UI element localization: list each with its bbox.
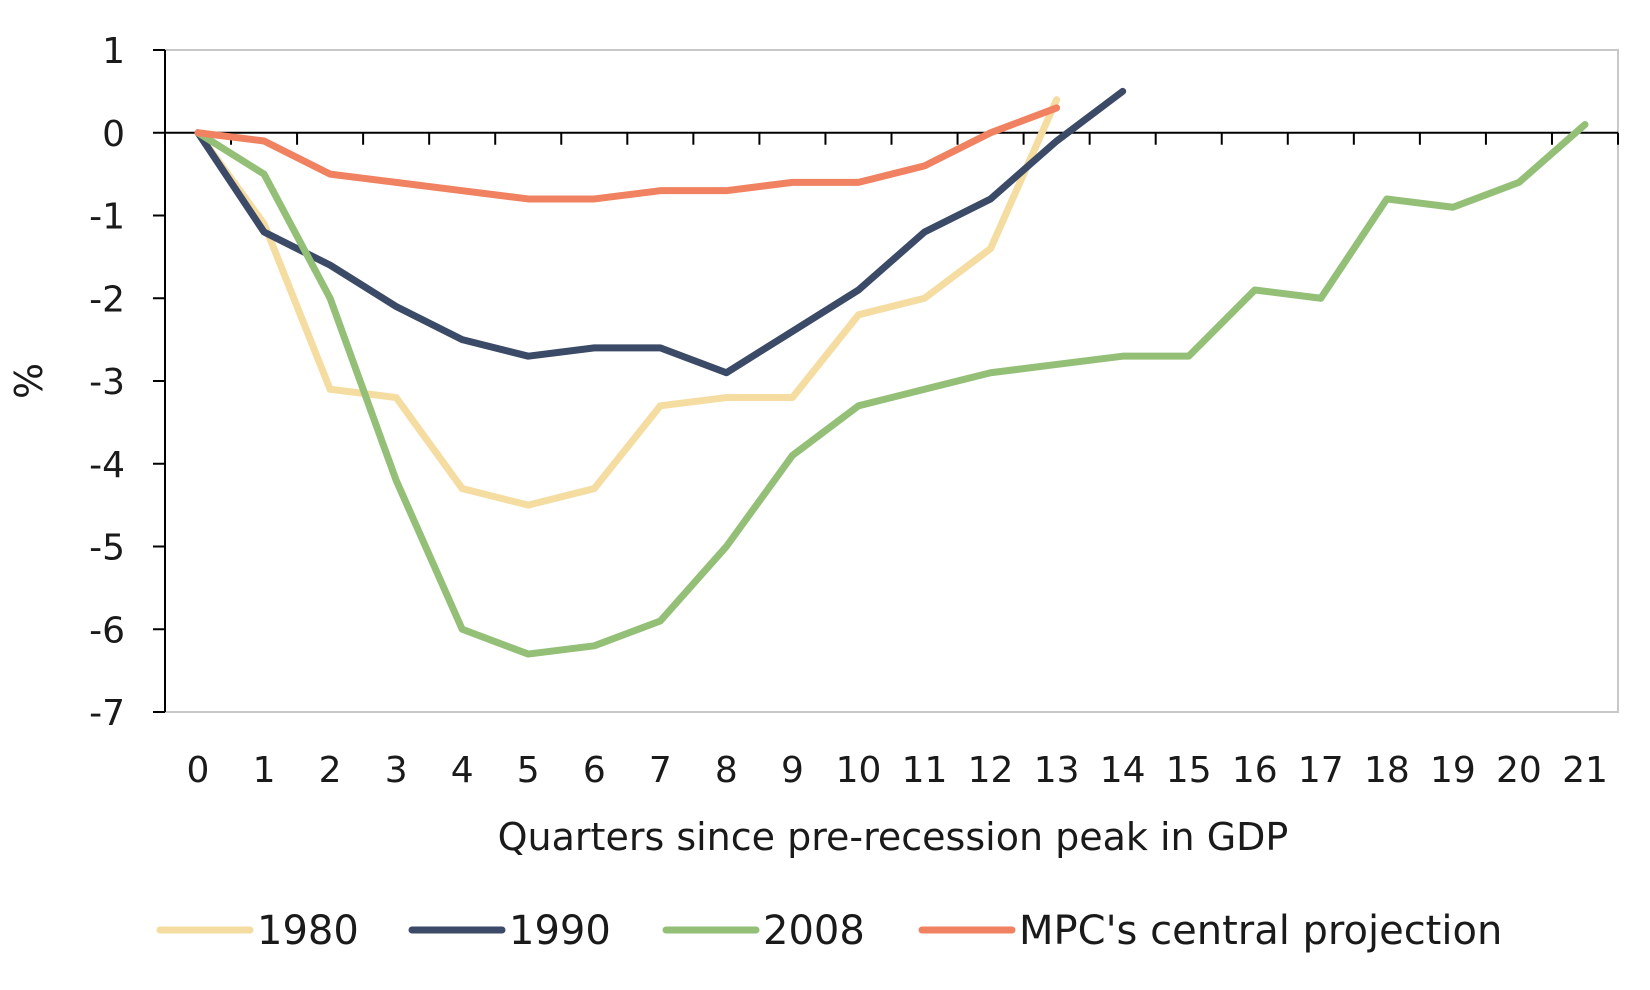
legend-label: MPC's central projection xyxy=(1019,908,1502,954)
x-tick-label: 16 xyxy=(1232,750,1278,791)
x-tick-label: 20 xyxy=(1496,750,1542,791)
y-tick-label: -2 xyxy=(89,279,125,320)
legend: 1980 1990 2008 MPC's central projection xyxy=(156,908,1502,954)
x-tick-label: 9 xyxy=(781,750,804,791)
series-line xyxy=(194,96,1061,509)
y-axis: 1 0 -1 -2 -3 -4 -5 -6 -7 xyxy=(89,31,166,734)
x-tick-label: 5 xyxy=(517,750,540,791)
y-tick-label: -7 xyxy=(89,693,125,734)
x-tick-label: 17 xyxy=(1298,750,1344,791)
legend-label: 1990 xyxy=(509,908,611,954)
legend-label: 2008 xyxy=(763,908,865,954)
y-tick-label: 0 xyxy=(102,114,125,155)
x-tick-label: 19 xyxy=(1430,750,1476,791)
x-axis: 0 1 2 3 4 5 6 7 8 9 10 11 12 13 14 15 16 17 18 19 20 21 xyxy=(163,131,1620,791)
y-tick-label: -1 xyxy=(89,197,125,238)
x-tick-label: 15 xyxy=(1166,750,1212,791)
x-tick-label: 3 xyxy=(385,750,408,791)
x-axis-title: Quarters since pre-recession peak in GDP xyxy=(498,815,1289,859)
x-tick-label: 11 xyxy=(902,750,948,791)
x-tick-label: 4 xyxy=(451,750,474,791)
y-tick-label: -4 xyxy=(89,445,125,486)
series-line xyxy=(194,120,1589,658)
x-tick-label: 7 xyxy=(649,750,672,791)
x-tick-label: 18 xyxy=(1364,750,1410,791)
x-tick-label: 0 xyxy=(187,750,210,791)
x-tick-label: 21 xyxy=(1562,750,1608,791)
legend-label: 1980 xyxy=(257,908,359,954)
x-tick-label: 1 xyxy=(253,750,276,791)
x-tick-label: 14 xyxy=(1100,750,1146,791)
series-line xyxy=(194,104,1061,203)
x-tick-label: 8 xyxy=(715,750,738,791)
y-tick-label: 1 xyxy=(102,31,125,72)
x-tick-label: 12 xyxy=(968,750,1014,791)
series-layer xyxy=(194,87,1589,658)
x-tick-label: 6 xyxy=(583,750,606,791)
series-line xyxy=(194,87,1127,377)
x-tick-label: 2 xyxy=(319,750,342,791)
x-tick-label: 10 xyxy=(836,750,882,791)
y-tick-label: -6 xyxy=(89,610,125,651)
y-tick-label: -5 xyxy=(89,528,125,569)
x-tick-label: 13 xyxy=(1034,750,1080,791)
y-tick-label: -3 xyxy=(89,362,125,403)
plot-area-frame xyxy=(164,49,1619,713)
y-axis-title: % xyxy=(7,363,51,399)
